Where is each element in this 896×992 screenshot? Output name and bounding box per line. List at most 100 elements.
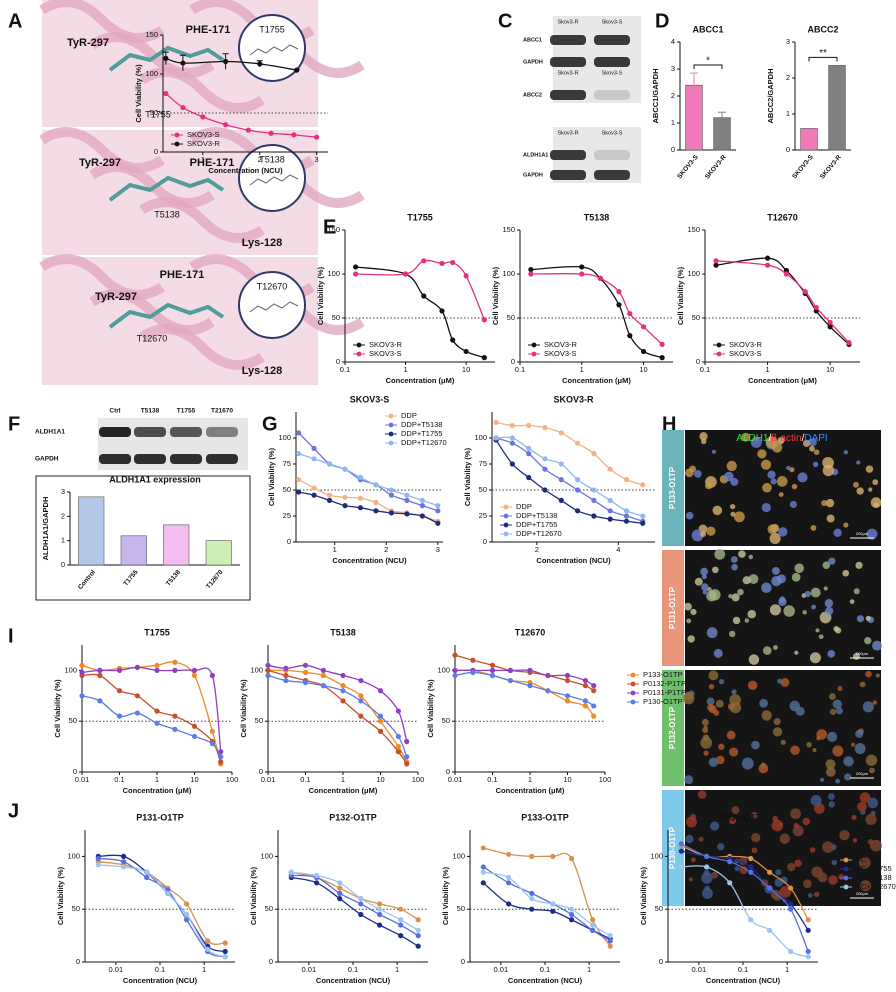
x-tick-label: 0.1 [300, 775, 310, 784]
data-point [404, 754, 410, 760]
cell [682, 692, 695, 705]
data-point [402, 271, 409, 277]
cell [872, 479, 879, 486]
data-point [529, 906, 535, 912]
cell [811, 866, 823, 878]
data-point [121, 864, 127, 870]
data-point [527, 683, 533, 689]
inset-label: T1755 [259, 24, 285, 34]
cell [793, 822, 799, 829]
row-label: P131-O1TP [668, 586, 677, 629]
data-point [509, 435, 515, 441]
y-tick-label: 1 [786, 109, 790, 118]
legend-label: TC+T12670 [856, 882, 896, 891]
fit-curve [495, 437, 643, 522]
data-point [493, 419, 499, 425]
data-point [415, 917, 421, 923]
cell [684, 602, 692, 611]
cell [779, 833, 791, 844]
bar [828, 65, 846, 151]
title-part: β-actin [771, 433, 801, 444]
cell [762, 646, 772, 655]
x-tick-label: 1 [765, 365, 769, 374]
data-point [805, 954, 811, 960]
data-point [172, 726, 178, 732]
blot-band [170, 454, 202, 464]
data-point [358, 693, 364, 699]
y-tick-label: 75 [479, 459, 487, 468]
legend-label: SKOV3-S [729, 349, 762, 358]
cell [821, 499, 828, 507]
cell [715, 699, 724, 708]
y-tick-label: 50 [655, 904, 663, 913]
cell [865, 670, 872, 678]
cell [703, 750, 709, 756]
micrograph [685, 430, 881, 546]
y-tick-label: 50 [457, 904, 465, 913]
data-point [558, 461, 564, 467]
data-point [564, 677, 571, 684]
chart: P133-O1TP Cell Viability (%) 0 50 100 0.01 0.1… [441, 812, 620, 985]
cell [843, 522, 849, 528]
data-point [377, 728, 384, 734]
data-point [591, 703, 597, 709]
data-point [713, 258, 719, 264]
cell [815, 628, 820, 633]
legend-label: SKOV3-R [729, 340, 763, 349]
legend-label: SKOV3-R [544, 340, 578, 349]
legend-swatch [356, 342, 362, 348]
blot-band [206, 427, 238, 437]
cell [872, 640, 883, 651]
legend-label: DDP+T5138 [516, 511, 557, 520]
data-point [640, 513, 646, 519]
data-point [550, 908, 556, 914]
y-tick-label: 50 [479, 485, 487, 494]
cell [856, 615, 865, 623]
data-point [395, 744, 401, 750]
data-point [291, 132, 297, 138]
cell [865, 813, 877, 826]
data-point [218, 754, 224, 760]
cell [780, 739, 786, 745]
cell [835, 707, 843, 715]
data-point [154, 708, 160, 714]
blot-row-label: ABCC1 [523, 37, 542, 43]
cell [826, 514, 835, 523]
data-point [542, 425, 548, 431]
cell [772, 815, 779, 822]
blot-group: Skov3-R Skov3-S ABCC2 [523, 67, 641, 103]
chart: T5138 Cell Viability (%) 0 50 100 150 0.1 1 10 Co… [491, 212, 673, 385]
data-point [295, 477, 302, 483]
y-tick-label: 100 [64, 665, 77, 674]
data-point [388, 487, 395, 493]
data-point [802, 289, 808, 295]
cell [776, 476, 788, 487]
y-tick-label: 50 [507, 313, 515, 322]
x-tick-label: 1 [580, 365, 584, 374]
blot-row-label: ALDH1A1 [523, 152, 548, 158]
cell [833, 528, 842, 537]
data-point [377, 718, 384, 724]
data-point [163, 90, 169, 97]
data-point [358, 901, 364, 907]
data-point [377, 688, 384, 694]
data-point [311, 445, 317, 451]
cell [750, 436, 762, 448]
data-point [529, 853, 535, 860]
data-point [353, 271, 359, 277]
ligand-sticks [108, 302, 225, 329]
blot-band [594, 150, 630, 160]
cell [855, 729, 864, 738]
data-point [376, 911, 383, 918]
lane-label: Skov3-R [557, 19, 578, 25]
data-point [415, 933, 421, 939]
data-point [452, 652, 458, 658]
data-point [340, 683, 346, 689]
cell [684, 468, 694, 478]
x-tick-label: 1 [201, 155, 205, 164]
data-point [509, 422, 515, 429]
lane-label: Skov3-S [602, 70, 623, 76]
data-point [529, 890, 535, 896]
y-tick-label: 50 [72, 904, 80, 913]
